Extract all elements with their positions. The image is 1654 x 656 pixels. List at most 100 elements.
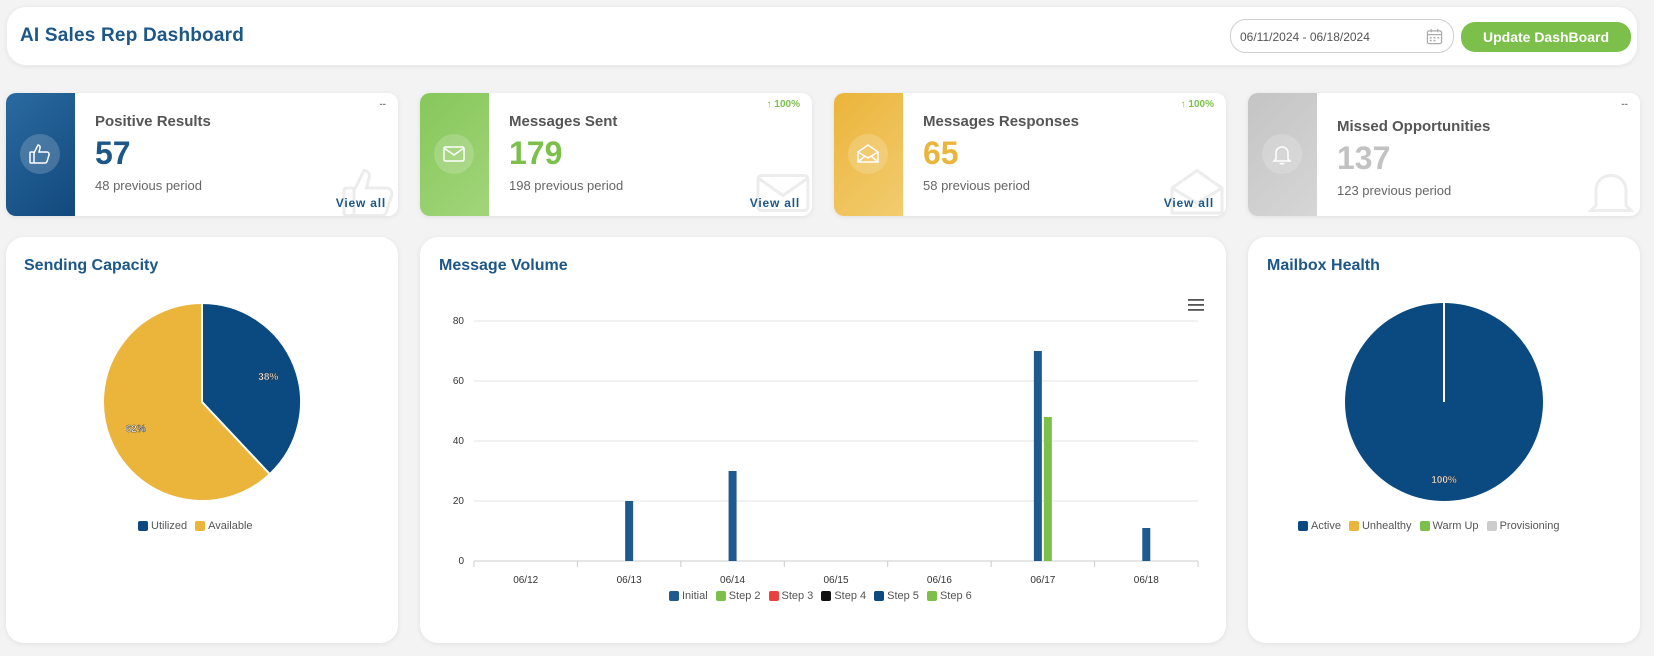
card-previous: 198 previous period (509, 178, 624, 193)
bell-watermark-icon (1587, 173, 1635, 212)
bar-initial[interactable] (1033, 351, 1042, 561)
card-positive-results: Positive Results 57 48 previous period -… (6, 93, 398, 216)
legend-label: Utilized (151, 520, 188, 532)
legend-swatch (1419, 521, 1430, 531)
pie-data-label: 62% (126, 424, 146, 435)
legend-label: Step 2 (728, 590, 761, 602)
legend-swatch (138, 521, 148, 531)
legend-label: Step 3 (781, 590, 814, 602)
card-label: Messages Sent (509, 113, 618, 130)
y-tick-label: 0 (458, 556, 464, 567)
bell-icon (1272, 146, 1292, 165)
legend-label: Unhealthy (1361, 520, 1412, 532)
open-envelope-watermark-icon (1170, 168, 1224, 215)
view-all-link[interactable]: View all (335, 196, 386, 210)
legend-label: Provisioning (1499, 520, 1560, 532)
y-tick-label: 20 (453, 496, 465, 507)
card-previous: 58 previous period (923, 178, 1030, 193)
thumbs-up-icon (29, 144, 50, 164)
legend-swatch (768, 591, 779, 601)
message-volume-bar-chart: 0 20 40 60 80 06/12 06/13 06/14 06/15 06/16 06/17 0… (453, 316, 1199, 586)
legend-swatch (1298, 521, 1308, 531)
legend-item[interactable]: Step 2 (715, 590, 761, 602)
legend-item[interactable]: Active (1298, 520, 1341, 532)
date-range-input[interactable]: 06/11/2024 - 06/18/2024 (1230, 19, 1454, 53)
legend-label: Step 6 (939, 590, 972, 602)
x-tick-label: 06/16 (927, 575, 952, 586)
x-tick-label: 06/15 (823, 575, 848, 586)
bar-initial[interactable] (1142, 528, 1151, 561)
card-label: Positive Results (95, 113, 211, 130)
page-title: AI Sales Rep Dashboard (20, 25, 245, 46)
sending-capacity-pie-chart: 38% 62% (102, 301, 302, 502)
legend-swatch (1486, 521, 1497, 531)
chart-legend: Active Unhealthy Warm Up Provisioning (1298, 520, 1559, 532)
legend-label: Warm Up (1432, 520, 1479, 532)
legend-item[interactable]: Step 5 (874, 590, 919, 602)
card-previous: 123 previous period (1337, 183, 1452, 198)
update-dashboard-button[interactable]: Update DashBoard (1461, 22, 1631, 52)
legend-swatch (1348, 521, 1359, 531)
calendar-icon[interactable] (1426, 28, 1443, 45)
chart-legend: Initial Step 2 Step 3 Step 4 Step 5 Step 6 (669, 590, 972, 602)
legend-item[interactable]: Step 4 (821, 590, 866, 602)
legend-item[interactable]: Step 3 (768, 590, 814, 602)
pie-data-label: 38% (258, 372, 278, 383)
y-tick-label: 40 (453, 436, 465, 447)
open-envelope-icon (857, 144, 879, 163)
y-tick-label: 80 (453, 316, 465, 327)
x-tick-label: 06/14 (720, 575, 745, 586)
trend-indicator: ↑ 100% (766, 99, 800, 110)
legend-swatch (821, 591, 832, 601)
chart-legend: Utilized Available (138, 520, 253, 532)
view-all-link[interactable]: View all (749, 196, 800, 210)
card-icon-panel (1248, 93, 1317, 216)
card-value: 179 (509, 135, 563, 171)
legend-item[interactable]: Step 6 (926, 590, 972, 602)
legend-label: Active (1311, 520, 1341, 532)
legend-item[interactable]: Unhealthy (1348, 520, 1412, 532)
legend-item[interactable]: Provisioning (1486, 520, 1560, 532)
trend-indicator: -- (1621, 99, 1628, 110)
legend-item[interactable]: Warm Up (1419, 520, 1479, 532)
card-value: 137 (1337, 140, 1391, 176)
sending-capacity-panel: Sending Capacity 38% 62% Utilized Availabl… (6, 237, 398, 643)
legend-item[interactable]: Utilized (138, 520, 187, 532)
pie-slice-available[interactable] (102, 301, 272, 502)
panel-title: Sending Capacity (24, 257, 159, 274)
bar-step-2[interactable] (1043, 417, 1052, 561)
bar-initial[interactable] (625, 501, 634, 561)
mailbox-health-panel: Mailbox Health 100% Active Unhealthy Warm … (1248, 237, 1640, 643)
trend-indicator: ↑ 100% (1180, 99, 1214, 110)
x-tick-label: 06/18 (1134, 575, 1159, 586)
legend-item[interactable]: Available (195, 520, 253, 532)
card-label: Missed Opportunities (1337, 118, 1491, 135)
bar-initial[interactable] (728, 471, 737, 561)
card-icon-panel (834, 93, 903, 216)
card-icon-panel (420, 93, 489, 216)
legend-swatch (669, 591, 679, 601)
card-messages-sent: Messages Sent 179 198 previous period ↑ … (420, 93, 812, 216)
legend-item[interactable]: Initial (669, 590, 708, 602)
y-tick-label: 60 (453, 376, 465, 387)
card-value: 65 (923, 135, 959, 171)
legend-swatch (874, 591, 885, 601)
card-missed-opportunities: Missed Opportunities 137 123 previous pe… (1248, 93, 1640, 216)
envelope-icon (443, 146, 465, 162)
trend-indicator: -- (379, 99, 386, 110)
x-tick-label: 06/13 (617, 575, 642, 586)
legend-label: Step 5 (887, 590, 919, 602)
card-label: Messages Responses (923, 113, 1079, 130)
chart-menu-icon[interactable] (1188, 299, 1204, 311)
thumbs-up-watermark-icon (342, 168, 394, 216)
view-all-link[interactable]: View all (1163, 196, 1214, 210)
x-tick-label: 06/12 (513, 575, 538, 586)
card-messages-responses: Messages Responses 65 58 previous period… (834, 93, 1226, 216)
pie-slice-utilized[interactable] (201, 301, 302, 476)
card-value: 57 (95, 135, 131, 171)
panel-title: Message Volume (439, 257, 568, 274)
envelope-watermark-icon (756, 174, 810, 212)
dashboard-header: AI Sales Rep Dashboard 06/11/2024 - 06/1… (6, 6, 1638, 66)
card-previous: 48 previous period (95, 178, 202, 193)
x-tick-label: 06/17 (1030, 575, 1055, 586)
